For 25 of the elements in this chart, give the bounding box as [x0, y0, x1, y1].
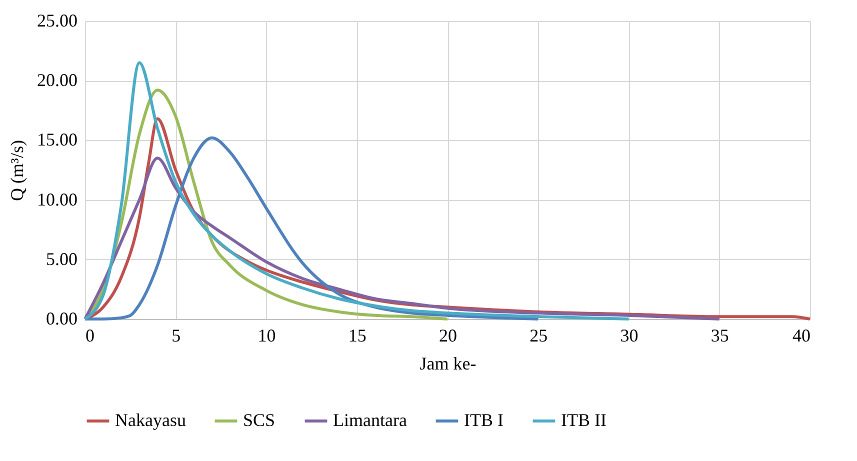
x-tick-label: 30	[620, 326, 638, 346]
x-tick-label: 20	[439, 326, 457, 346]
x-tick-label: 25	[530, 326, 548, 346]
y-tick-label: 25.00	[37, 10, 78, 30]
x-tick-label: 15	[348, 326, 366, 346]
line-series	[84, 156, 721, 320]
x-tick-label: 35	[710, 326, 729, 346]
x-tick-label: 10	[258, 326, 276, 346]
y-tick-label: 20.00	[37, 70, 78, 90]
line-series	[84, 136, 540, 320]
legend-label: SCS	[243, 410, 276, 430]
legend-label: Limantara	[333, 410, 407, 430]
legend-label: Nakayasu	[115, 410, 186, 430]
y-tick-label: 15.00	[37, 130, 78, 150]
y-tick-label: 0.00	[46, 308, 78, 328]
x-tick-label: 40	[792, 326, 810, 346]
x-axis-title: Jam ke-	[420, 354, 476, 374]
y-tick-label: 5.00	[46, 248, 78, 269]
y-axis-title: Q (m³/s)	[7, 140, 27, 201]
y-tick-label: 10.00	[37, 189, 78, 210]
legend-label: ITB II	[561, 410, 606, 430]
legend-label: ITB I	[464, 410, 504, 430]
line-series	[84, 61, 630, 320]
x-tick-label: 5	[172, 326, 181, 346]
x-tick-label: 0	[86, 326, 94, 346]
